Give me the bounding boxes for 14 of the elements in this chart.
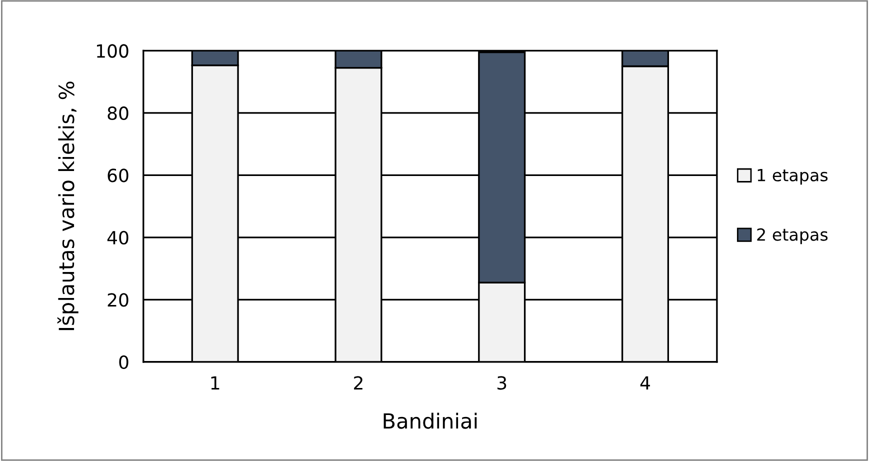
- y-tick-label: 20: [108, 293, 128, 307]
- y-axis-title: Išplautas vario kiekis, %: [57, 82, 78, 330]
- x-tick-label: 3: [497, 376, 506, 390]
- x-axis-title: Bandiniai: [384, 412, 477, 429]
- legend-label: 1 etapas: [758, 169, 828, 185]
- y-tick-label: 100: [97, 44, 128, 58]
- y-tick-label: 80: [108, 106, 128, 120]
- legend-label: 2 etapas: [757, 228, 828, 244]
- x-tick-label: 1: [211, 376, 220, 390]
- x-tick-label: 4: [640, 376, 650, 390]
- y-tick-label: 40: [107, 230, 128, 245]
- x-tick-label: 2: [354, 376, 362, 390]
- y-tick-label: 60: [108, 168, 128, 182]
- y-tick-label: 0: [119, 355, 128, 369]
